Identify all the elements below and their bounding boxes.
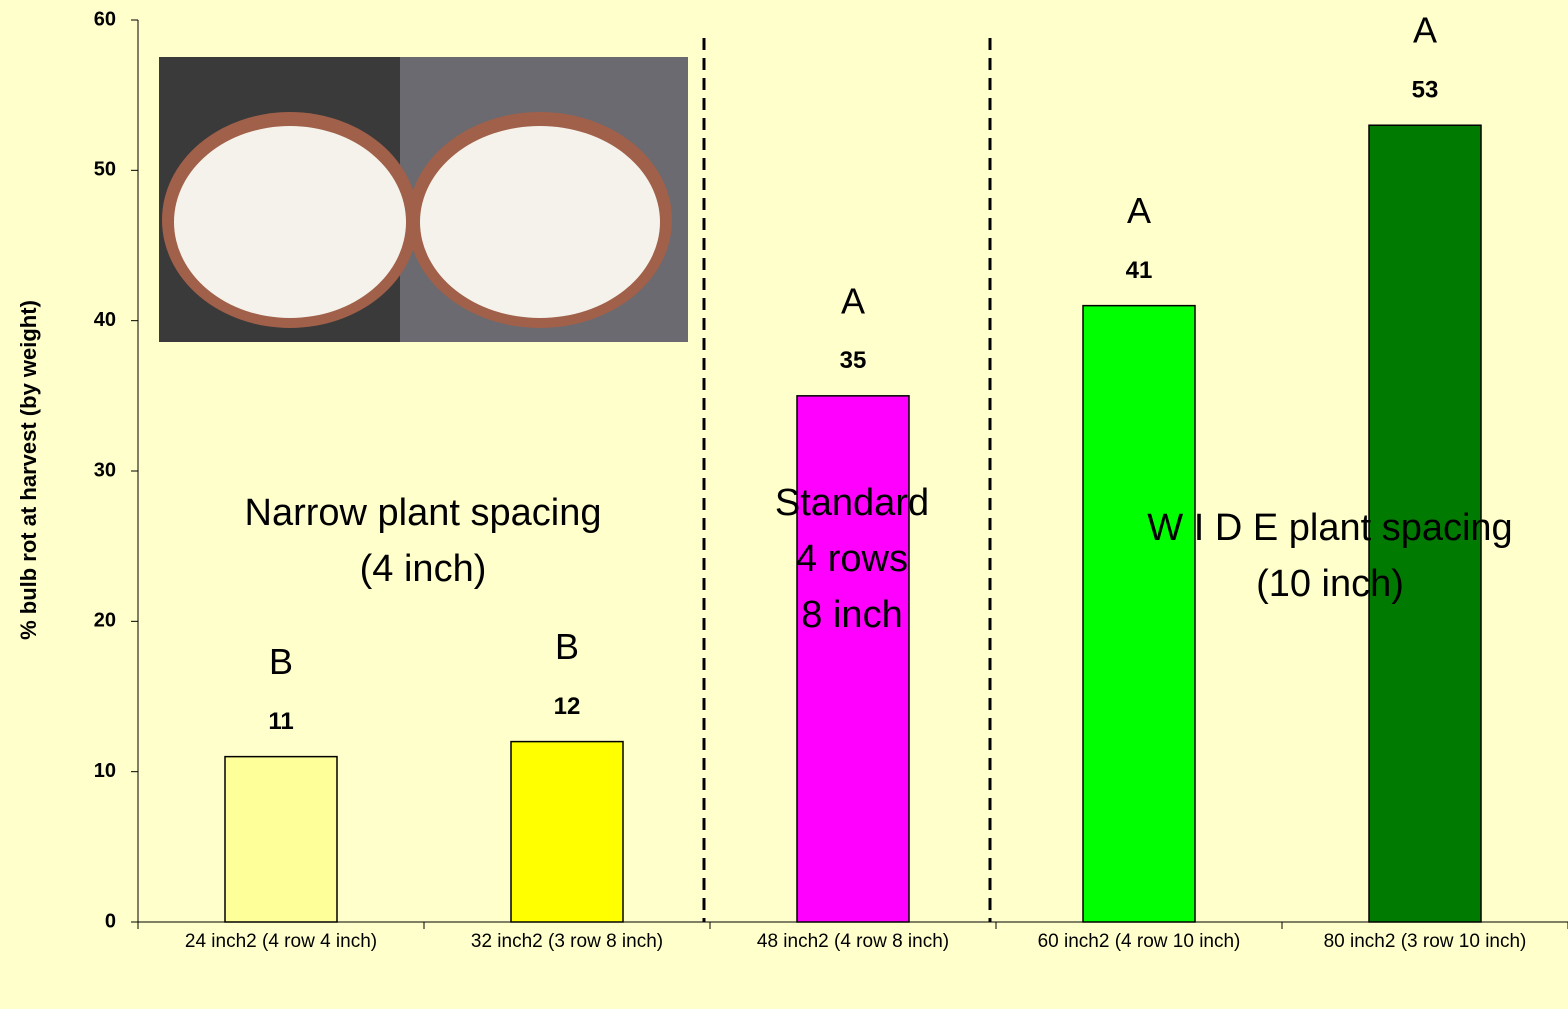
y-tick-label: 10 [94, 760, 116, 782]
bar [796, 395, 910, 923]
group-annotation: Narrow plant spacing [245, 492, 602, 534]
value-label: 35 [840, 347, 867, 374]
x-tick-label: 24 inch2 (4 row 4 inch) [184, 931, 378, 952]
photo [159, 57, 688, 342]
group-annotation: W I D E plant spacing [1147, 507, 1512, 549]
value-label: 41 [1126, 257, 1153, 284]
y-tick-label: 20 [94, 610, 116, 632]
significance-letter: A [841, 280, 865, 321]
bar [1368, 124, 1482, 923]
significance-letter: A [1413, 10, 1437, 51]
group-annotation: 8 inch [801, 594, 902, 636]
value-label: 12 [554, 693, 581, 720]
y-tick-label: 30 [94, 459, 116, 481]
x-tick-label: 60 inch2 (4 row 10 inch) [1037, 931, 1241, 952]
value-label: 11 [268, 708, 293, 735]
bar [510, 740, 624, 923]
bar [1082, 304, 1196, 923]
group-annotation: (10 inch) [1256, 563, 1404, 605]
y-tick-label: 60 [94, 8, 116, 30]
x-tick-label: 80 inch2 (3 row 10 inch) [1323, 931, 1527, 952]
y-tick-label: 40 [94, 309, 116, 331]
y-axis-title: % bulb rot at harvest (by weight) [16, 300, 41, 640]
x-tick-label: 32 inch2 (3 row 8 inch) [470, 931, 664, 952]
y-tick-label: 0 [105, 910, 116, 932]
significance-letter: B [555, 626, 579, 667]
significance-letter: A [1127, 190, 1151, 231]
group-annotation: (4 inch) [360, 548, 487, 590]
group-annotation: Standard [775, 482, 929, 524]
significance-letter: B [269, 641, 293, 682]
group-annotation: 4 rows [796, 538, 908, 580]
x-tick-label: 48 inch2 (4 row 8 inch) [756, 931, 950, 952]
y-tick-label: 50 [94, 159, 116, 181]
value-label: 53 [1412, 77, 1439, 104]
bar [224, 755, 338, 923]
